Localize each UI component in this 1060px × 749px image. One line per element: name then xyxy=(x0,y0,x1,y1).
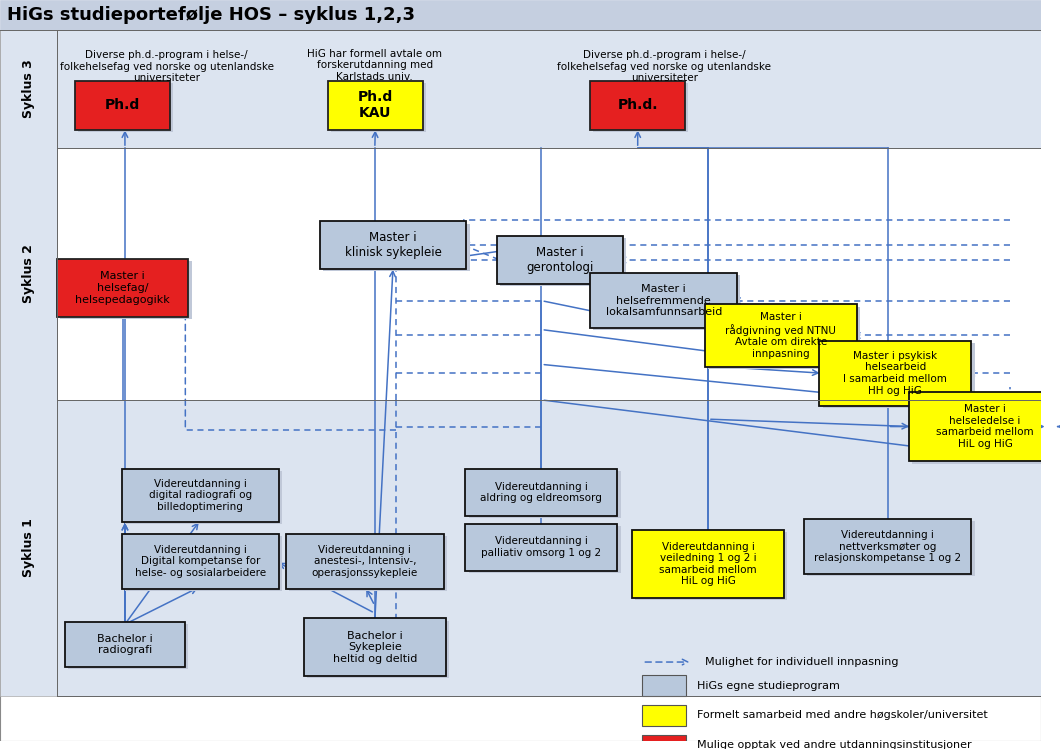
Text: Master i
helseledelse i
samarbeid mellom
HiL og HiG: Master i helseledelse i samarbeid mellom… xyxy=(936,404,1034,449)
FancyBboxPatch shape xyxy=(469,526,620,573)
FancyBboxPatch shape xyxy=(78,83,173,132)
FancyBboxPatch shape xyxy=(632,530,784,598)
Text: Formelt samarbeid med andre høgskoler/universitet: Formelt samarbeid med andre høgskoler/un… xyxy=(696,710,987,721)
Text: Videreutdanning i
aldring og eldreomsorg: Videreutdanning i aldring og eldreomsorg xyxy=(480,482,602,503)
FancyBboxPatch shape xyxy=(65,622,186,667)
FancyBboxPatch shape xyxy=(289,536,446,591)
Text: Syklus 1: Syklus 1 xyxy=(21,518,35,577)
FancyBboxPatch shape xyxy=(57,259,189,317)
Text: Ph.d.: Ph.d. xyxy=(618,98,658,112)
FancyBboxPatch shape xyxy=(590,81,685,130)
FancyBboxPatch shape xyxy=(125,471,282,524)
Text: Videreutdanning i
nettverksmøter og
relasjonskompetanse 1 og 2: Videreutdanning i nettverksmøter og rela… xyxy=(814,530,961,563)
Text: Videreutdanning i
Digital kompetanse for
helse- og sosialarbeidere: Videreutdanning i Digital kompetanse for… xyxy=(135,545,266,578)
Text: Master i
helsefag/
helsepedagogikk: Master i helsefag/ helsepedagogikk xyxy=(75,271,171,305)
FancyBboxPatch shape xyxy=(497,236,622,284)
FancyBboxPatch shape xyxy=(642,705,686,726)
Text: Mulige opptak ved andre utdanningsinstitusjoner: Mulige opptak ved andre utdanningsinstit… xyxy=(696,740,971,749)
FancyBboxPatch shape xyxy=(642,735,686,749)
Text: HiGs studieportefølje HOS – syklus 1,2,3: HiGs studieportefølje HOS – syklus 1,2,3 xyxy=(7,6,416,24)
Text: Ph.d
KAU: Ph.d KAU xyxy=(357,90,393,121)
Text: Videreutdanning i
veiledning 1 og 2 i
samarbeid mellom
HiL og HiG: Videreutdanning i veiledning 1 og 2 i sa… xyxy=(659,542,757,586)
FancyBboxPatch shape xyxy=(465,469,617,516)
FancyBboxPatch shape xyxy=(642,676,686,696)
FancyBboxPatch shape xyxy=(60,261,192,319)
Text: Master i psykisk
helsearbeid
I samarbeid mellom
HH og HiG: Master i psykisk helsearbeid I samarbeid… xyxy=(844,351,948,395)
Text: Bachelor i
radiografi: Bachelor i radiografi xyxy=(98,634,153,655)
FancyBboxPatch shape xyxy=(57,400,1041,696)
FancyBboxPatch shape xyxy=(807,521,974,576)
FancyBboxPatch shape xyxy=(823,343,974,408)
FancyBboxPatch shape xyxy=(75,81,170,130)
Text: HiGs egne studieprogram: HiGs egne studieprogram xyxy=(696,681,840,691)
FancyBboxPatch shape xyxy=(469,471,620,518)
FancyBboxPatch shape xyxy=(286,534,443,589)
FancyBboxPatch shape xyxy=(57,30,1041,148)
FancyBboxPatch shape xyxy=(635,533,788,600)
FancyBboxPatch shape xyxy=(0,30,1041,741)
FancyBboxPatch shape xyxy=(594,276,740,330)
Text: Videreutdanning i
digital radiografi og
billedoptimering: Videreutdanning i digital radiografi og … xyxy=(148,479,252,512)
FancyBboxPatch shape xyxy=(322,224,470,271)
FancyBboxPatch shape xyxy=(68,624,189,670)
FancyBboxPatch shape xyxy=(705,304,856,366)
FancyBboxPatch shape xyxy=(803,519,971,574)
Text: Master i
klinisk sykepleie: Master i klinisk sykepleie xyxy=(344,231,441,259)
FancyBboxPatch shape xyxy=(708,306,860,369)
FancyBboxPatch shape xyxy=(307,621,448,679)
Text: Master i
helsefremmende
lokalsamfunnsarbeid: Master i helsefremmende lokalsamfunnsarb… xyxy=(605,284,722,318)
Text: Videreutdanning i
palliativ omsorg 1 og 2: Videreutdanning i palliativ omsorg 1 og … xyxy=(481,536,601,558)
FancyBboxPatch shape xyxy=(912,394,1060,464)
FancyBboxPatch shape xyxy=(819,341,971,406)
FancyBboxPatch shape xyxy=(304,619,445,676)
Text: Master i
gerontologi: Master i gerontologi xyxy=(526,246,594,274)
Text: Syklus 3: Syklus 3 xyxy=(21,59,35,118)
FancyBboxPatch shape xyxy=(125,536,282,591)
FancyBboxPatch shape xyxy=(328,81,423,130)
Text: Diverse ph.d.-program i helse-/
folkehelsefag ved norske og utenlandske
universi: Diverse ph.d.-program i helse-/ folkehel… xyxy=(59,50,273,83)
FancyBboxPatch shape xyxy=(331,83,426,132)
FancyBboxPatch shape xyxy=(594,83,688,132)
Text: Mulighet for individuell innpasning: Mulighet for individuell innpasning xyxy=(705,657,899,667)
FancyBboxPatch shape xyxy=(122,469,279,522)
Text: Syklus 2: Syklus 2 xyxy=(21,245,35,303)
FancyBboxPatch shape xyxy=(57,148,1041,400)
Text: Diverse ph.d.-program i helse-/
folkehelsefag ved norske og utenlandske
universi: Diverse ph.d.-program i helse-/ folkehel… xyxy=(558,50,772,83)
Text: Videreutdanning i
anestesi-, Intensiv-,
operasjonssykepleie: Videreutdanning i anestesi-, Intensiv-, … xyxy=(312,545,418,578)
FancyBboxPatch shape xyxy=(0,0,1041,30)
Text: Ph.d: Ph.d xyxy=(105,98,140,112)
FancyBboxPatch shape xyxy=(122,534,279,589)
FancyBboxPatch shape xyxy=(0,30,57,696)
Text: HiG har formell avtale om
forskerutdanning med
Karlstads univ.: HiG har formell avtale om forskerutdanni… xyxy=(307,49,442,82)
FancyBboxPatch shape xyxy=(320,222,466,269)
Text: Master i
rådgivning ved NTNU
Avtale om direkte
innpasning: Master i rådgivning ved NTNU Avtale om d… xyxy=(725,312,836,359)
FancyBboxPatch shape xyxy=(590,273,737,328)
FancyBboxPatch shape xyxy=(465,524,617,571)
Text: Bachelor i
Sykepleie
heltid og deltid: Bachelor i Sykepleie heltid og deltid xyxy=(333,631,417,664)
FancyBboxPatch shape xyxy=(499,238,625,286)
FancyBboxPatch shape xyxy=(908,392,1060,461)
